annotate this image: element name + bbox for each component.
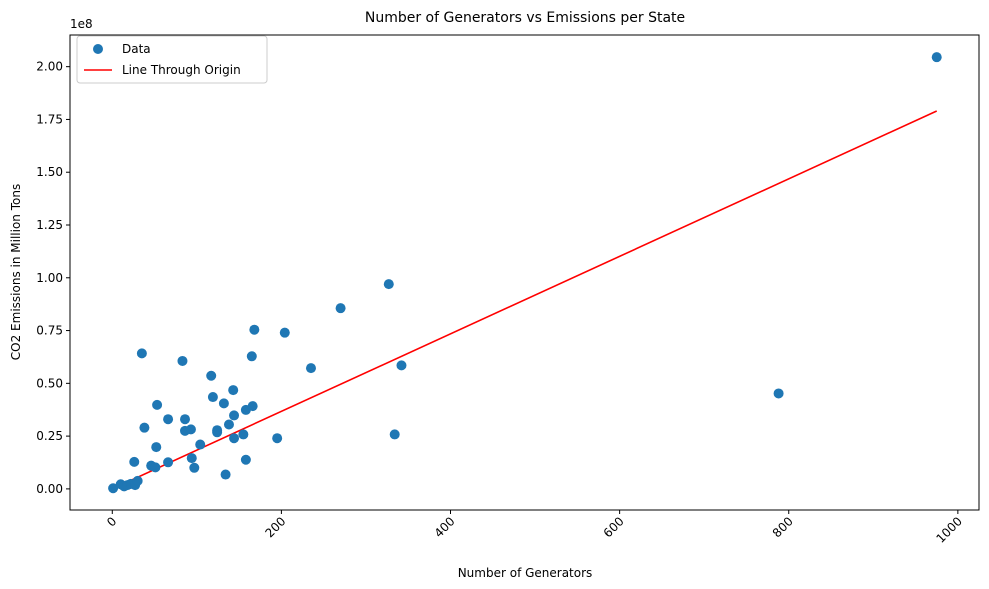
y-tick-label: 0.50	[36, 376, 63, 390]
data-point	[223, 419, 234, 430]
y-tick-label: 2.00	[36, 60, 63, 74]
series-line-through-origin	[111, 110, 938, 490]
data-point	[247, 401, 258, 412]
data-point	[139, 422, 150, 433]
data-point	[136, 348, 147, 359]
y-axis-label: CO2 Emissions in Million Tons	[9, 184, 23, 360]
data-point	[177, 355, 188, 366]
data-point	[206, 370, 217, 381]
data-point	[189, 462, 200, 473]
x-axis-label: Number of Generators	[458, 566, 593, 580]
y-tick-label: 1.00	[36, 271, 63, 285]
y-tick-label: 0.75	[36, 324, 63, 338]
data-point	[396, 360, 407, 371]
data-point	[151, 442, 162, 453]
data-point	[108, 483, 119, 494]
legend-marker-data	[93, 44, 103, 54]
data-point	[931, 52, 942, 63]
data-point	[185, 424, 196, 435]
y-axis-offset-label: 1e8	[70, 17, 93, 31]
data-point	[272, 433, 283, 444]
data-point	[163, 457, 174, 468]
y-axis-ticks: 0.00 0.25 0.50 0.75 1.00 1.25 1.50 1.75 2.00	[36, 60, 70, 496]
data-point	[305, 363, 316, 374]
legend-box	[76, 35, 268, 84]
data-point	[240, 454, 251, 465]
plot-area-frame	[69, 34, 980, 511]
data-point	[246, 351, 257, 362]
chart-title: Number of Generators vs Emissions per St…	[365, 10, 685, 26]
data-point	[152, 399, 163, 410]
data-point	[238, 429, 249, 440]
legend: Data Line Through Origin	[76, 35, 268, 84]
data-point	[150, 462, 161, 473]
data-point	[186, 453, 197, 464]
legend-entry-data: Data	[122, 42, 151, 56]
data-point	[249, 324, 260, 335]
data-point	[229, 433, 240, 444]
y-tick-label: 0.00	[36, 482, 63, 496]
data-point	[180, 414, 190, 425]
data-point	[132, 475, 143, 486]
legend-entry-line: Line Through Origin	[122, 63, 241, 77]
data-point	[163, 414, 174, 425]
data-point	[212, 425, 223, 436]
data-point	[218, 398, 229, 409]
y-tick-label: 0.25	[36, 429, 63, 443]
data-point	[129, 456, 140, 467]
data-point	[389, 429, 400, 440]
data-point	[228, 385, 239, 396]
data-point	[229, 410, 240, 421]
data-point	[207, 392, 218, 403]
y-tick-label: 1.75	[36, 112, 63, 126]
y-tick-label: 1.50	[36, 165, 63, 179]
data-point	[220, 469, 231, 480]
data-point	[195, 439, 206, 450]
data-point	[335, 303, 346, 314]
y-tick-label: 1.25	[36, 218, 63, 232]
plot-marks	[108, 52, 942, 494]
data-point	[773, 388, 784, 399]
data-point	[279, 327, 290, 338]
data-point	[383, 279, 394, 290]
